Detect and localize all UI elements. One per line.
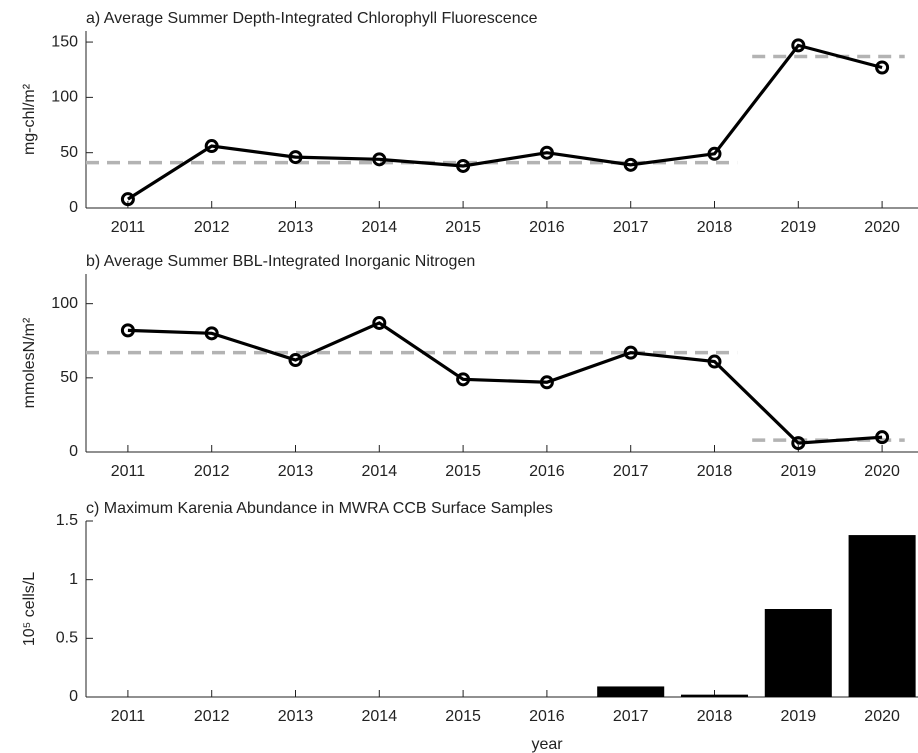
marker — [539, 375, 554, 390]
x-tick-label: 2017 — [613, 219, 649, 236]
marker — [120, 192, 135, 207]
x-tick-label: 2012 — [194, 708, 230, 725]
y-tick-label: 100 — [51, 89, 78, 106]
marker — [791, 38, 806, 53]
marker — [120, 323, 135, 338]
marker — [456, 372, 471, 387]
marker — [707, 146, 722, 161]
x-tick-label: 2020 — [864, 463, 900, 480]
x-tick-label: 2015 — [445, 708, 481, 725]
x-tick-label: 2018 — [697, 708, 733, 725]
x-tick-label: 2015 — [445, 463, 481, 480]
data-line — [127, 321, 883, 445]
y-tick-label: 0 — [69, 443, 78, 460]
y-tick-label: 0 — [69, 688, 78, 705]
x-tick-label: 2017 — [613, 708, 649, 725]
marker — [707, 354, 722, 369]
x-tick-label: 2011 — [111, 463, 146, 480]
x-tick-label: 2018 — [697, 463, 733, 480]
x-tick-label: 2013 — [278, 463, 314, 480]
panel-title: c) Maximum Karenia Abundance in MWRA CCB… — [86, 500, 553, 517]
marker — [456, 158, 471, 173]
y-tick-label: 0 — [69, 199, 78, 216]
marker — [372, 315, 387, 330]
x-tick-label: 2013 — [278, 219, 314, 236]
x-tick-label: 2014 — [362, 708, 398, 725]
x-tick-label: 2019 — [781, 463, 817, 480]
y-tick-label: 1 — [69, 571, 78, 588]
y-axis-label: mg-chl/m² — [21, 83, 38, 155]
y-axis-label: mmolesN/m² — [21, 317, 38, 408]
x-tick-label: 2016 — [529, 463, 565, 480]
marker — [791, 436, 806, 451]
x-tick-label: 2014 — [362, 463, 398, 480]
bar — [848, 535, 916, 697]
marker — [623, 157, 638, 172]
marker — [288, 150, 303, 165]
x-tick-label: 2011 — [111, 219, 146, 236]
y-tick-label: 50 — [60, 144, 78, 161]
x-tick-label: 2020 — [864, 708, 900, 725]
x-tick-label: 2013 — [278, 708, 314, 725]
data-line — [127, 43, 883, 201]
y-tick-label: 100 — [51, 295, 78, 312]
y-tick-label: 50 — [60, 369, 78, 386]
marker — [623, 345, 638, 360]
x-tick-label: 2012 — [194, 219, 230, 236]
x-tick-label: 2016 — [529, 219, 565, 236]
y-tick-label: 150 — [51, 33, 78, 50]
x-tick-label: 2012 — [194, 463, 230, 480]
y-tick-label: 1.5 — [56, 512, 78, 529]
bar — [764, 609, 832, 697]
marker — [204, 139, 219, 154]
marker — [372, 152, 387, 167]
panel-title: a) Average Summer Depth-Integrated Chlor… — [86, 10, 538, 27]
bar — [680, 694, 749, 697]
x-tick-label: 2016 — [529, 708, 565, 725]
panel-title: b) Average Summer BBL-Integrated Inorgan… — [86, 253, 475, 270]
marker — [875, 60, 890, 75]
y-tick-label: 0.5 — [56, 630, 78, 647]
x-tick-label: 2019 — [781, 708, 817, 725]
x-tick-label: 2020 — [864, 219, 900, 236]
x-tick-label: 2011 — [111, 708, 146, 725]
x-tick-label: 2017 — [613, 463, 649, 480]
x-tick-label: 2014 — [362, 219, 398, 236]
bar — [597, 686, 665, 697]
x-axis-label: year — [531, 736, 563, 753]
marker — [288, 353, 303, 368]
y-axis-label: 10⁵ cells/L — [21, 572, 38, 646]
marker — [875, 430, 890, 445]
marker — [204, 326, 219, 341]
x-tick-label: 2015 — [445, 219, 481, 236]
marker — [539, 145, 554, 160]
x-tick-label: 2018 — [697, 219, 733, 236]
x-tick-label: 2019 — [781, 219, 817, 236]
